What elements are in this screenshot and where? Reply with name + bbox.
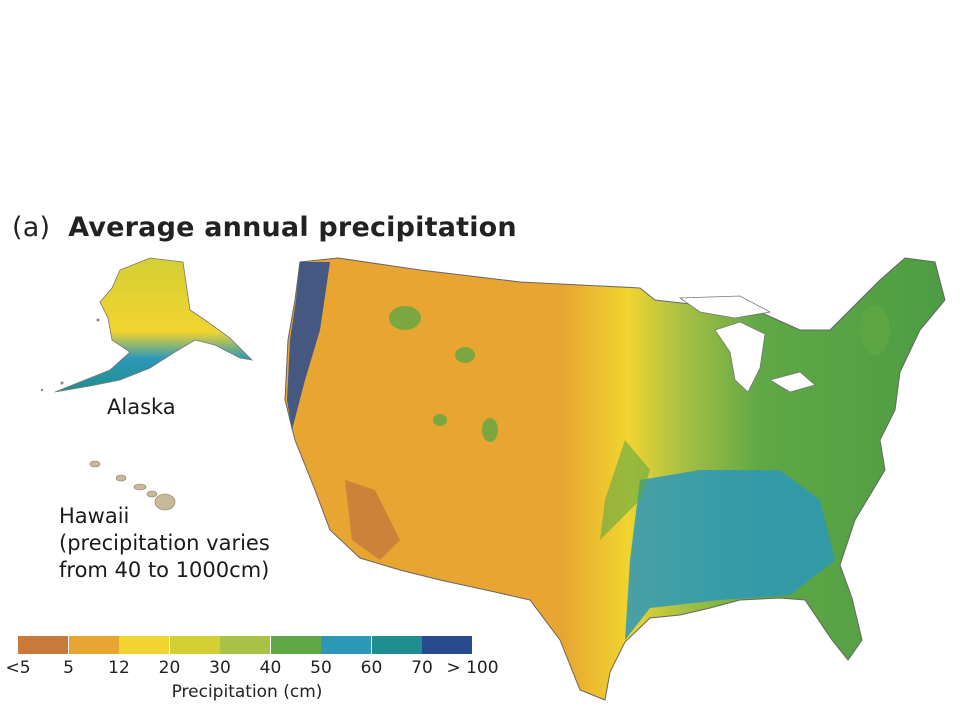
hawaii-note-line2: from 40 to 1000cm) bbox=[59, 558, 270, 582]
legend-ticks: <5 5 12 20 30 40 50 60 70 > 100 bbox=[5, 658, 498, 682]
hawaii-label: Hawaii bbox=[59, 504, 130, 528]
legend-swatches bbox=[18, 636, 473, 654]
hawaii-label-block: Hawaii (precipitation varies from 40 to … bbox=[59, 503, 270, 584]
legend-tick-label: 12 bbox=[108, 658, 130, 678]
legend-title: Precipitation (cm) bbox=[171, 682, 323, 702]
hawaii-note-line1: (precipitation varies bbox=[59, 531, 270, 555]
legend-tick-label: > 100 bbox=[446, 658, 499, 678]
legend-swatch bbox=[18, 636, 68, 654]
contiguous-us-shape bbox=[284, 257, 946, 701]
alaska-label: Alaska bbox=[107, 395, 176, 419]
hawaii-shape bbox=[89, 460, 176, 511]
legend-swatch bbox=[119, 636, 169, 654]
legend-tick-label: 40 bbox=[259, 658, 282, 678]
legend-swatch bbox=[371, 636, 422, 654]
legend-swatch bbox=[321, 636, 371, 654]
alaska-shape bbox=[40, 257, 254, 393]
legend-tick-label: 5 bbox=[63, 658, 74, 678]
legend-tick-label: <5 bbox=[5, 658, 31, 678]
legend-swatch bbox=[422, 636, 472, 654]
panel-label: (a) bbox=[12, 212, 51, 243]
legend-swatch bbox=[270, 636, 321, 654]
legend-tick-label: 70 bbox=[411, 658, 433, 678]
map-title: (a) Average annual precipitation bbox=[12, 212, 517, 243]
legend-tick-label: 30 bbox=[209, 658, 231, 678]
title-text: Average annual precipitation bbox=[68, 212, 517, 243]
legend-swatch bbox=[220, 636, 270, 654]
precipitation-legend: <5 5 12 20 30 40 50 60 70 > 100 Precipitation (cm… bbox=[5, 636, 499, 702]
legend-swatch bbox=[68, 636, 119, 654]
legend-tick-label: 20 bbox=[158, 658, 181, 678]
legend-tick-label: 50 bbox=[310, 658, 332, 678]
legend-tick-label: 60 bbox=[360, 658, 383, 678]
legend-swatch bbox=[169, 636, 220, 654]
